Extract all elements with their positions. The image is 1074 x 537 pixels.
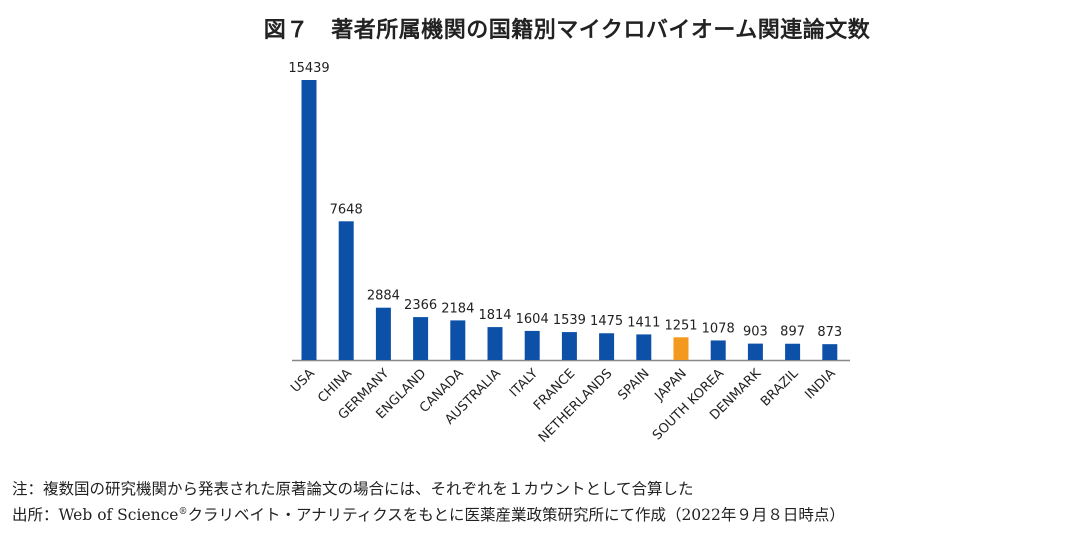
data-label: 2884	[367, 289, 400, 304]
data-label: 2184	[441, 301, 474, 316]
bar-spain	[636, 334, 652, 360]
bar-italy	[524, 330, 540, 360]
bar-chart: 15439USA7648CHINA2884GERMANY2366ENGLAND2…	[288, 61, 850, 446]
data-label: 7648	[330, 202, 363, 217]
bar-netherlands	[599, 333, 615, 360]
x-tick-label: BRAZIL	[758, 366, 802, 410]
bar-england	[413, 317, 429, 360]
bar-japan	[673, 337, 689, 360]
source-note: 出所：Web of Science®クラリベイト・アナリティクスをもとに医薬産業…	[12, 503, 845, 525]
bar-france	[561, 332, 577, 360]
data-label: 873	[817, 325, 842, 340]
data-label: 897	[780, 325, 805, 340]
data-label: 1539	[553, 313, 586, 328]
x-tick-label: SPAIN	[615, 366, 652, 403]
data-label: 2366	[404, 298, 437, 313]
registered-mark: ®	[178, 506, 188, 517]
data-label: 1078	[702, 321, 735, 336]
data-label: 1814	[478, 308, 511, 323]
data-label: 15439	[288, 61, 329, 76]
x-tick-label: INDIA	[802, 366, 838, 402]
x-tick-label: USA	[288, 366, 318, 396]
bar-brazil	[785, 343, 801, 360]
data-label: 1475	[590, 314, 623, 329]
footnote: 注：複数国の研究機関から発表された原著論文の場合には、それぞれを１カウントとして…	[12, 480, 694, 498]
data-label: 1251	[664, 318, 697, 333]
bar-china	[338, 221, 354, 360]
source-prefix: 出所：Web of Science	[12, 506, 179, 524]
data-label: 1604	[516, 312, 549, 327]
bar-usa	[301, 80, 317, 360]
bar-south-korea	[710, 340, 726, 360]
bar-germany	[375, 307, 391, 360]
source-suffix: クラリベイト・アナリティクスをもとに医薬産業政策研究所にて作成（2022年９月８…	[187, 506, 845, 524]
data-label: 903	[743, 325, 768, 340]
bar-australia	[487, 327, 503, 360]
x-tick-label: ITALY	[507, 366, 541, 400]
data-label: 1411	[627, 315, 660, 330]
bar-india	[822, 344, 838, 360]
bar-denmark	[747, 343, 763, 360]
chart-title: 図７ 著者所属機関の国籍別マイクロバイオーム関連論文数	[263, 18, 871, 43]
bar-canada	[450, 320, 466, 360]
